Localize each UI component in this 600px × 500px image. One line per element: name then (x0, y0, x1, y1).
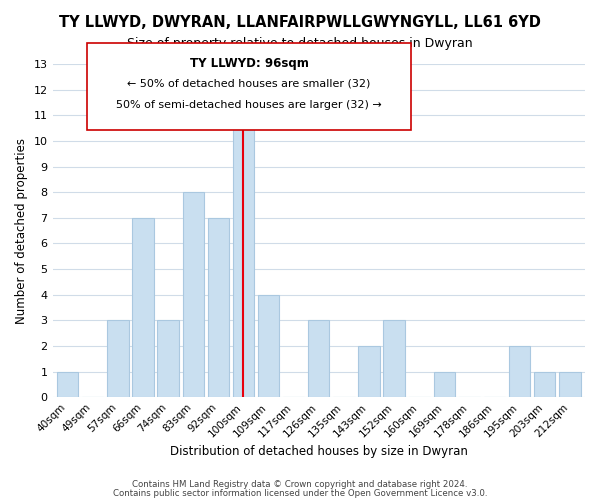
Bar (107, 320, 128, 397)
Bar (534, 372, 556, 397)
Bar (208, 218, 229, 397)
Bar (509, 346, 530, 397)
Text: Contains HM Land Registry data © Crown copyright and database right 2024.: Contains HM Land Registry data © Crown c… (132, 480, 468, 489)
Text: Contains public sector information licensed under the Open Government Licence v3: Contains public sector information licen… (113, 488, 487, 498)
Bar (57, 372, 78, 397)
Bar (358, 346, 380, 397)
Y-axis label: Number of detached properties: Number of detached properties (15, 138, 28, 324)
Text: ← 50% of detached houses are smaller (32): ← 50% of detached houses are smaller (32… (127, 79, 371, 89)
Bar (383, 320, 405, 397)
Bar (258, 294, 279, 397)
Bar (157, 320, 179, 397)
Bar (182, 192, 204, 397)
Bar (434, 372, 455, 397)
Bar (132, 218, 154, 397)
Bar (233, 116, 254, 397)
Bar (308, 320, 329, 397)
Text: TY LLWYD, DWYRAN, LLANFAIRPWLLGWYNGYLL, LL61 6YD: TY LLWYD, DWYRAN, LLANFAIRPWLLGWYNGYLL, … (59, 15, 541, 30)
Text: Size of property relative to detached houses in Dwyran: Size of property relative to detached ho… (127, 38, 473, 51)
Text: TY LLWYD: 96sqm: TY LLWYD: 96sqm (190, 56, 308, 70)
Text: 50% of semi-detached houses are larger (32) →: 50% of semi-detached houses are larger (… (116, 100, 382, 110)
Bar (559, 372, 581, 397)
X-axis label: Distribution of detached houses by size in Dwyran: Distribution of detached houses by size … (170, 444, 468, 458)
